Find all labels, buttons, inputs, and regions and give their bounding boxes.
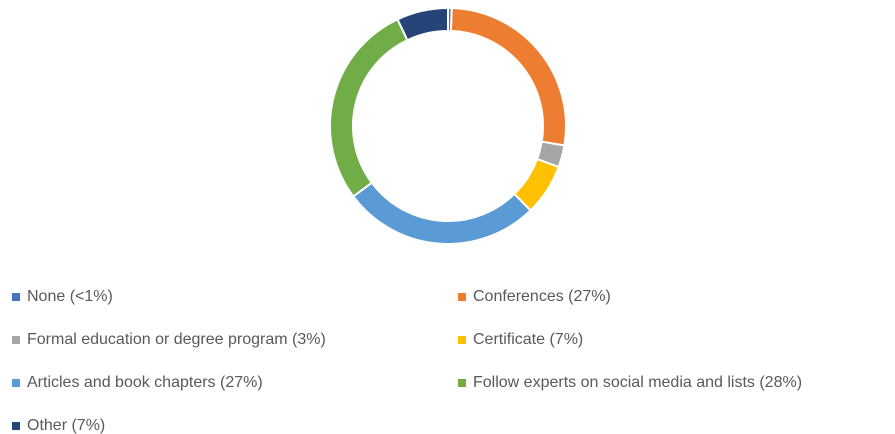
legend-swatch xyxy=(458,336,466,344)
legend-label: None (<1%) xyxy=(27,288,113,305)
legend-swatch xyxy=(458,293,466,301)
donut-segment xyxy=(351,181,532,245)
donut-segment xyxy=(329,18,409,198)
legend-label: Other (7%) xyxy=(27,417,105,434)
legend-label: Follow experts on social media and lists… xyxy=(473,374,802,391)
legend-label: Articles and book chapters (27%) xyxy=(27,374,263,391)
legend-swatch xyxy=(12,293,20,301)
donut-segment xyxy=(396,6,449,42)
donut-segment xyxy=(449,7,567,147)
legend-swatch xyxy=(12,336,20,344)
legend-label: Certificate (7%) xyxy=(473,331,583,348)
legend-swatch xyxy=(12,379,20,387)
legend-swatch xyxy=(12,422,20,430)
legend-label: Formal education or degree program (3%) xyxy=(27,331,326,348)
legend-swatch xyxy=(458,379,466,387)
legend-label: Conferences (27%) xyxy=(473,288,611,305)
